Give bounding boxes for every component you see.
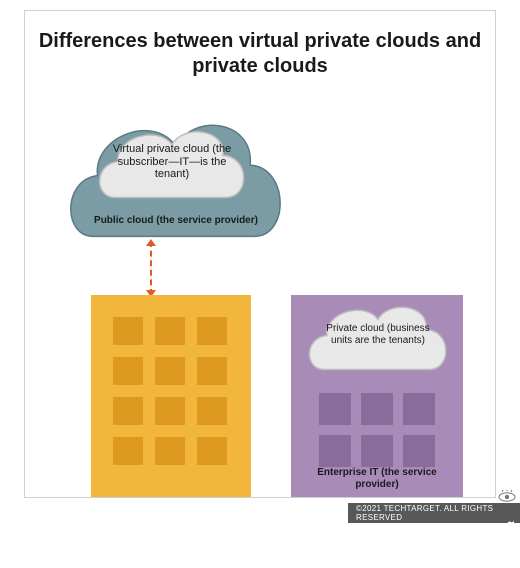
enterprise-windows [319,393,435,467]
enterprise-building: Private cloud (business units are the te… [291,295,463,497]
vpc-label: Virtual private cloud (the subscriber—IT… [109,143,235,181]
window-cell [155,397,185,425]
subscriber-building [91,295,251,497]
enterprise-caption: Enterprise IT (the service provider) [311,467,443,491]
private-cloud-group: Private cloud (business units are the te… [307,297,449,371]
private-cloud-label: Private cloud (business units are the te… [323,323,433,346]
arrow-head-up [146,239,156,246]
diagram-frame: Differences between virtual private clou… [24,10,496,498]
subscriber-windows [113,317,227,465]
window-cell [113,357,143,385]
window-cell [361,435,393,467]
window-cell [197,437,227,465]
window-cell [197,397,227,425]
window-cell [197,317,227,345]
footer-brand: TechTarget [506,521,516,568]
window-cell [403,435,435,467]
window-cell [197,357,227,385]
window-cell [113,397,143,425]
window-cell [155,317,185,345]
window-cell [319,435,351,467]
connector-arrow [150,241,152,295]
copyright-text: ©2021 TECHTARGET. ALL RIGHTS RESERVED [356,504,520,522]
window-cell [319,393,351,425]
window-cell [113,317,143,345]
window-cell [155,437,185,465]
page-title: Differences between virtual private clou… [25,29,495,79]
public-cloud-label: Public cloud (the service provider) [85,215,267,227]
window-cell [155,357,185,385]
public-cloud-group: Virtual private cloud (the subscriber—IT… [67,107,285,239]
window-cell [361,393,393,425]
window-cell [403,393,435,425]
footer-bar: ©2021 TECHTARGET. ALL RIGHTS RESERVED [348,503,520,523]
window-cell [113,437,143,465]
brand-eye-icon [498,489,516,501]
